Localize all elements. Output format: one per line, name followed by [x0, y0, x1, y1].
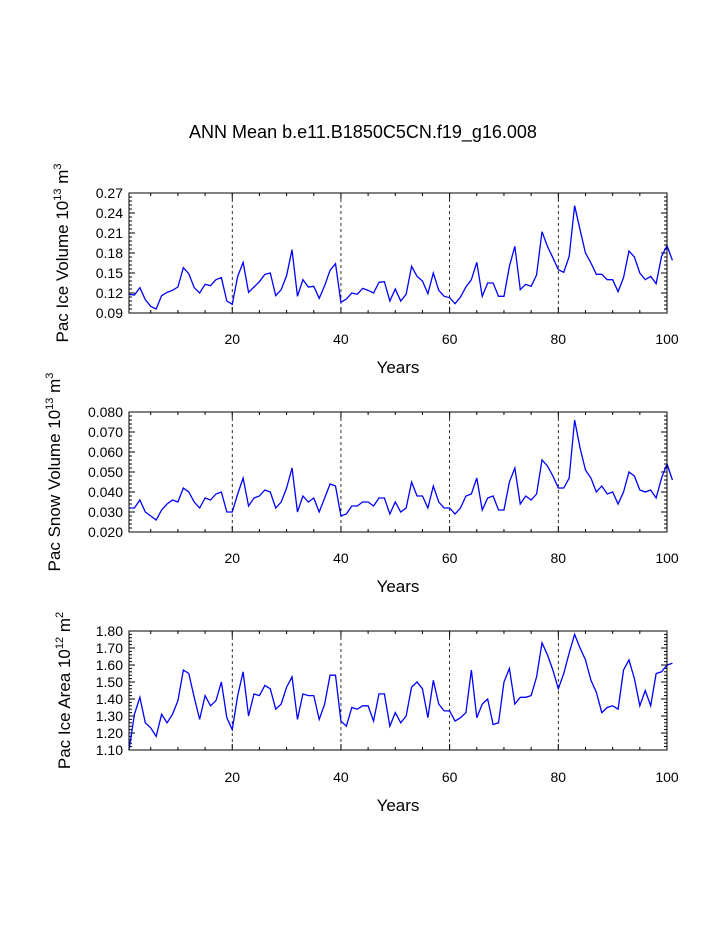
y-tick-label: 0.050 [88, 464, 123, 480]
x-axis-label: Years [377, 358, 420, 377]
x-tick-label: 80 [551, 331, 567, 347]
x-axis-label: Years [377, 796, 420, 815]
y-tick-label: 1.60 [96, 657, 123, 673]
y-axis-label: Pac Snow Volume 1013 m3 [44, 373, 64, 572]
y-tick-label: 0.020 [88, 524, 123, 540]
y-tick-label: 0.15 [96, 265, 123, 281]
series-line [129, 419, 674, 521]
x-tick-label: 20 [224, 550, 240, 566]
x-tick-label: 80 [551, 769, 567, 785]
panel-ice-area: 1.101.201.301.401.501.601.701.80 20 40 60 80… [54, 612, 679, 815]
chart-title: ANN Mean b.e11.B1850C5CN.f19_g16.008 [189, 122, 537, 143]
y-tick-label: 0.12 [96, 285, 123, 301]
x-tick-label: 100 [655, 550, 679, 566]
y-tick-label: 0.18 [96, 245, 123, 261]
x-axis-label: Years [377, 577, 420, 596]
y-tick-label: 0.030 [88, 504, 123, 520]
x-tick-label: 80 [551, 550, 567, 566]
series-line [128, 205, 674, 310]
x-tick-label: 60 [442, 331, 458, 347]
y-axis-label: Pac Ice Area 1012 m2 [54, 612, 74, 769]
y-tick-label: 1.70 [96, 640, 123, 656]
y-tick-label: 1.40 [96, 691, 123, 707]
plot-frame [128, 192, 668, 314]
y-tick-label: 0.060 [88, 444, 123, 460]
y-tick-label: 1.50 [96, 674, 123, 690]
series-line [128, 632, 673, 751]
y-tick-label: 0.27 [96, 185, 123, 201]
plot-frame [128, 630, 668, 751]
y-tick-label: 1.80 [96, 623, 123, 639]
y-tick-label: 1.30 [96, 708, 123, 724]
plot-frame [128, 411, 668, 533]
x-tick-label: 40 [333, 550, 349, 566]
y-tick-label: 0.040 [88, 484, 123, 500]
x-tick-label: 60 [442, 769, 458, 785]
x-tick-label: 100 [655, 331, 679, 347]
panel-snow-volume: 0.020 0.030 0.040 0.050 0.060 0.070 0.080 20 40 6… [44, 373, 679, 596]
y-tick-label: 0.21 [96, 225, 123, 241]
y-tick-label: 0.09 [96, 305, 123, 321]
y-axis-label: Pac Ice Volume 1013 m3 [52, 163, 72, 342]
x-tick-label: 20 [224, 769, 240, 785]
x-tick-label: 40 [333, 769, 349, 785]
x-tick-label: 40 [333, 331, 349, 347]
panel-ice-volume: 0.09 0.12 0.15 0.18 0.21 0.24 0.27 20 40 60 80 100 Y… [52, 163, 679, 377]
x-tick-label: 20 [224, 331, 240, 347]
x-tick-label: 100 [655, 769, 679, 785]
y-tick-label: 0.24 [96, 205, 123, 221]
y-tick-label: 0.070 [88, 424, 123, 440]
y-tick-label: 1.20 [96, 725, 123, 741]
y-tick-label: 0.080 [88, 404, 123, 420]
x-tick-label: 60 [442, 550, 458, 566]
y-tick-label: 1.10 [96, 742, 123, 758]
